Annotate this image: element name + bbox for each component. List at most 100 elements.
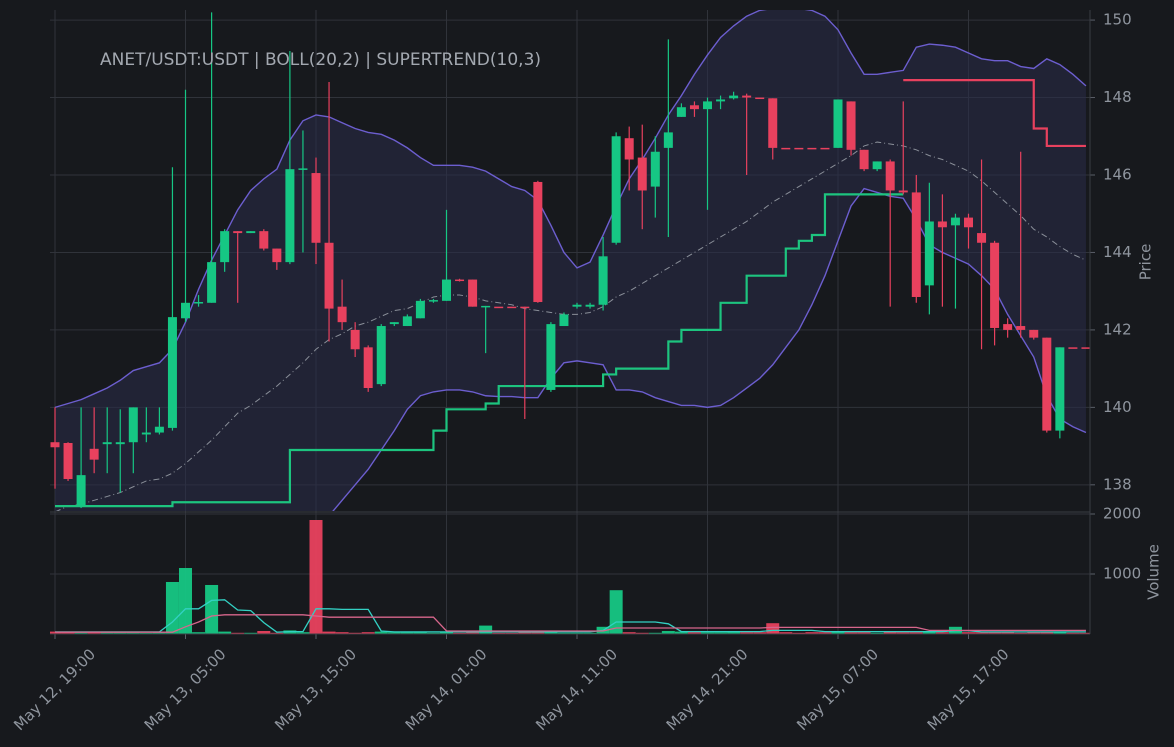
volume-bar [701, 632, 714, 634]
volume-bar [753, 632, 767, 634]
volume-bar [687, 632, 701, 634]
volume-bar [74, 632, 88, 634]
candle-body [415, 300, 425, 319]
volume-bar [1066, 632, 1080, 634]
y-tick-label: 148 [1103, 88, 1132, 106]
candle-body [89, 448, 99, 460]
candle-body [481, 305, 491, 308]
candle-body [1003, 324, 1013, 330]
volume-bar [544, 632, 558, 634]
candle-body [298, 168, 308, 170]
volume-bar [348, 632, 362, 634]
volume-bar [583, 632, 597, 634]
volume-bar [453, 632, 467, 634]
candle-body [389, 322, 399, 325]
candle-body [637, 157, 647, 191]
candle-body [716, 99, 726, 102]
volume-bar [740, 632, 754, 634]
candle-body [494, 306, 504, 309]
volume-bar [387, 632, 401, 634]
candle-body [559, 314, 569, 327]
volume-bar [139, 632, 153, 634]
candle-body [272, 248, 282, 263]
volume-bar [1027, 632, 1041, 634]
volume-bar [322, 631, 336, 634]
volume-bar [440, 632, 453, 634]
candle-body [376, 326, 386, 385]
volume-bar [844, 632, 858, 634]
volume-bar [479, 625, 493, 634]
candle-body [650, 151, 660, 187]
volume-bar [870, 632, 884, 634]
candle-body [598, 256, 608, 305]
band-middle [55, 141, 1087, 511]
candle-body [63, 442, 73, 480]
candle-body [846, 101, 856, 150]
volume-bar [962, 632, 975, 634]
volume-bar [113, 632, 127, 634]
y-tick-label: 1000 [1103, 565, 1141, 583]
candle-body [859, 149, 869, 170]
volume-bar [152, 632, 166, 634]
candle-body [1042, 337, 1052, 431]
candle-body [977, 233, 987, 243]
candle-body [507, 306, 517, 309]
volume-bar [570, 632, 584, 634]
volume-bar [779, 632, 793, 634]
candle-body [455, 279, 465, 282]
volume-bar [857, 632, 871, 634]
candle-body [755, 97, 765, 100]
volume-bar [413, 632, 427, 634]
candle-body [768, 98, 778, 148]
candle-body [585, 304, 595, 307]
candle-body [220, 231, 230, 263]
candle-body [363, 347, 373, 389]
volume-bar [935, 632, 949, 634]
volume-bar [374, 631, 388, 634]
candle-body [729, 95, 739, 99]
volume-bar [805, 632, 819, 634]
y-tick-label: 146 [1103, 165, 1132, 183]
volume-bar [1014, 632, 1028, 634]
chart-title: ANET/USDT:USDT | BOLL(20,2) | SUPERTREND… [100, 50, 541, 70]
candle-body [207, 262, 217, 303]
volume-bar [883, 631, 897, 634]
candle-body [194, 302, 204, 304]
volume-bar [792, 632, 806, 634]
volume-ma-line [55, 614, 1086, 633]
volume-bar [975, 632, 989, 634]
volume-bar [466, 632, 480, 634]
candle-body [76, 475, 86, 507]
candle-body [428, 300, 438, 302]
volume-bar [1079, 632, 1090, 634]
candle-body [546, 324, 556, 390]
y-tick-label: 150 [1103, 11, 1132, 29]
candle-body [911, 192, 921, 297]
volume-bar [635, 632, 649, 634]
candle-body [624, 138, 634, 160]
volume-bar [714, 632, 728, 634]
supertrend-line [903, 79, 1086, 148]
supertrend-line [55, 193, 904, 508]
y-tick-label: 140 [1103, 398, 1132, 416]
candle-body [115, 442, 125, 445]
volume-bar [270, 632, 284, 634]
candle-body [703, 101, 712, 110]
candle-body [181, 302, 190, 319]
volume-bar [231, 632, 245, 634]
volume-bar [179, 568, 192, 634]
candle-body [350, 329, 360, 350]
volume-bar [896, 632, 910, 634]
volume-bar [557, 632, 571, 634]
volume-bar [622, 632, 636, 634]
y-axis-label: Price [1137, 244, 1155, 281]
volume-bar [674, 631, 688, 634]
candle-body [1068, 347, 1078, 349]
volume-bar [609, 590, 623, 634]
volume-ma-line [55, 599, 1086, 633]
price-panel [50, 10, 1090, 511]
candle-body [964, 217, 973, 228]
y-tick-label: 2000 [1103, 505, 1141, 523]
candle-body [311, 173, 321, 243]
